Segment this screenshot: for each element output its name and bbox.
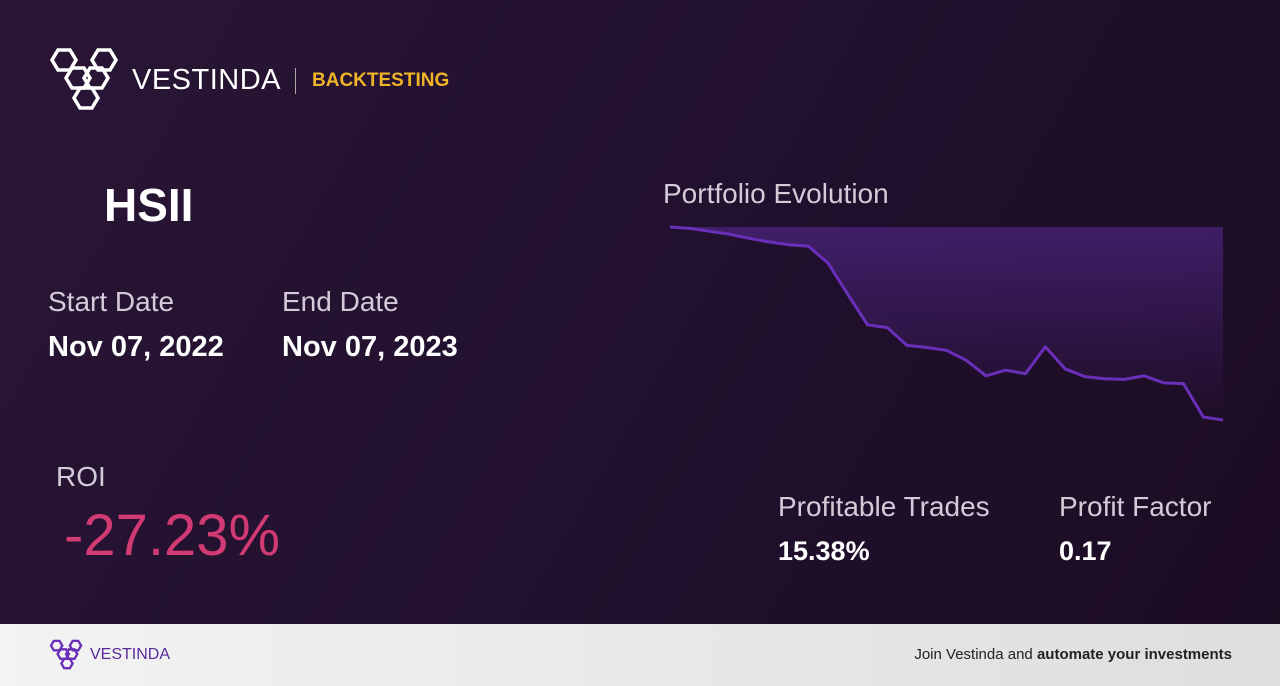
- end-value: Nov 07, 2023: [282, 331, 458, 363]
- line: [669, 225, 1224, 422]
- logo: [49, 48, 119, 110]
- roi-value: -27.23%: [64, 503, 281, 568]
- footer-logo: [49, 639, 83, 670]
- ticker: HSII: [104, 179, 194, 231]
- trades-label: Profitable Trades: [778, 491, 990, 522]
- factor-label: Profit Factor: [1059, 491, 1212, 522]
- section: BACKTESTING: [312, 70, 450, 91]
- footer-brand: VESTINDA: [90, 646, 171, 663]
- divider: [295, 68, 296, 94]
- roi-label: ROI: [56, 461, 106, 492]
- footer-bold: automate your investments: [1036, 646, 1232, 663]
- area: [670, 227, 1223, 420]
- footer-cta: Join Vestinda and automate your investme…: [914, 646, 1232, 663]
- chart-title: Portfolio Evolution: [663, 178, 889, 209]
- factor-value: 0.17: [1059, 536, 1112, 566]
- footer: VESTINDA Join Vestinda and automate your…: [0, 624, 1280, 686]
- footer-text: Join Vestinda and: [914, 646, 1033, 663]
- start-label: Start Date: [48, 286, 175, 317]
- start-value: Nov 07, 2022: [48, 331, 224, 363]
- end-label: End Date: [282, 286, 399, 317]
- trades-value: 15.38%: [778, 536, 870, 566]
- brand: VESTINDA: [132, 64, 282, 96]
- chart: [669, 225, 1224, 422]
